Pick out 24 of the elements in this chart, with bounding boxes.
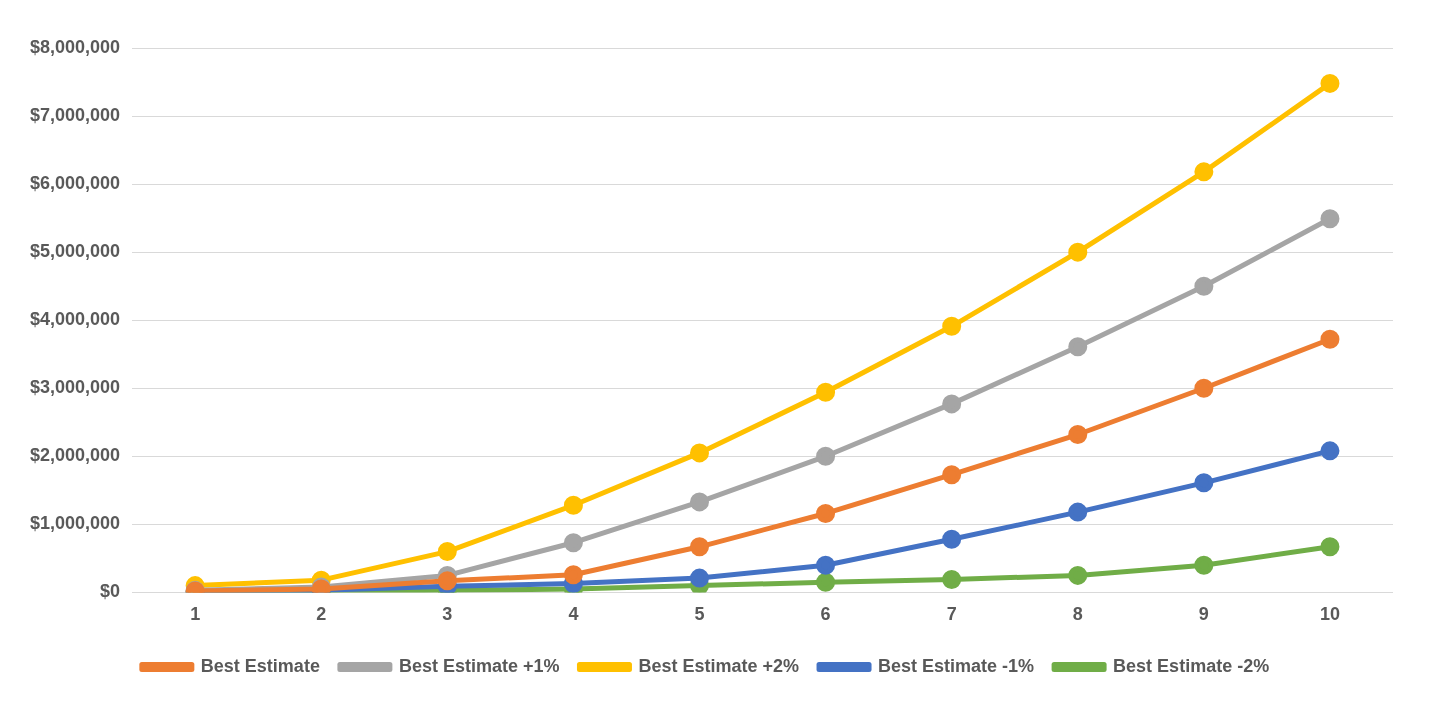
x-tick-label: 1: [190, 604, 201, 625]
x-tick-label: 4: [568, 604, 579, 625]
legend-label: Best Estimate -2%: [1113, 655, 1270, 676]
x-tick-label: 2: [316, 604, 327, 625]
y-tick-label: $3,000,000: [29, 377, 121, 398]
y-tick-label: $1,000,000: [29, 513, 121, 534]
x-tick-label: 10: [1319, 604, 1340, 625]
y-tick-label: $4,000,000: [29, 309, 121, 330]
legend-label: Best Estimate +1%: [398, 655, 560, 676]
x-tick-label: 9: [1198, 604, 1209, 625]
legend-label: Best Estimate -1%: [878, 655, 1035, 676]
y-tick-label: $6,000,000: [29, 173, 121, 194]
y-tick-label: $8,000,000: [29, 36, 121, 57]
x-tick-label: 5: [694, 604, 705, 625]
y-tick-label: $0: [100, 581, 121, 602]
y-tick-label: $2,000,000: [29, 445, 121, 466]
x-tick-label: 6: [820, 604, 831, 625]
x-tick-label: 8: [1072, 604, 1083, 625]
y-tick-label: $5,000,000: [29, 241, 121, 262]
y-tick-label: $7,000,000: [29, 105, 121, 126]
x-tick-label: 3: [442, 604, 453, 625]
legend-label: Best Estimate: [200, 655, 320, 676]
x-tick-label: 7: [946, 604, 957, 625]
legend-label: Best Estimate +2%: [638, 655, 800, 676]
